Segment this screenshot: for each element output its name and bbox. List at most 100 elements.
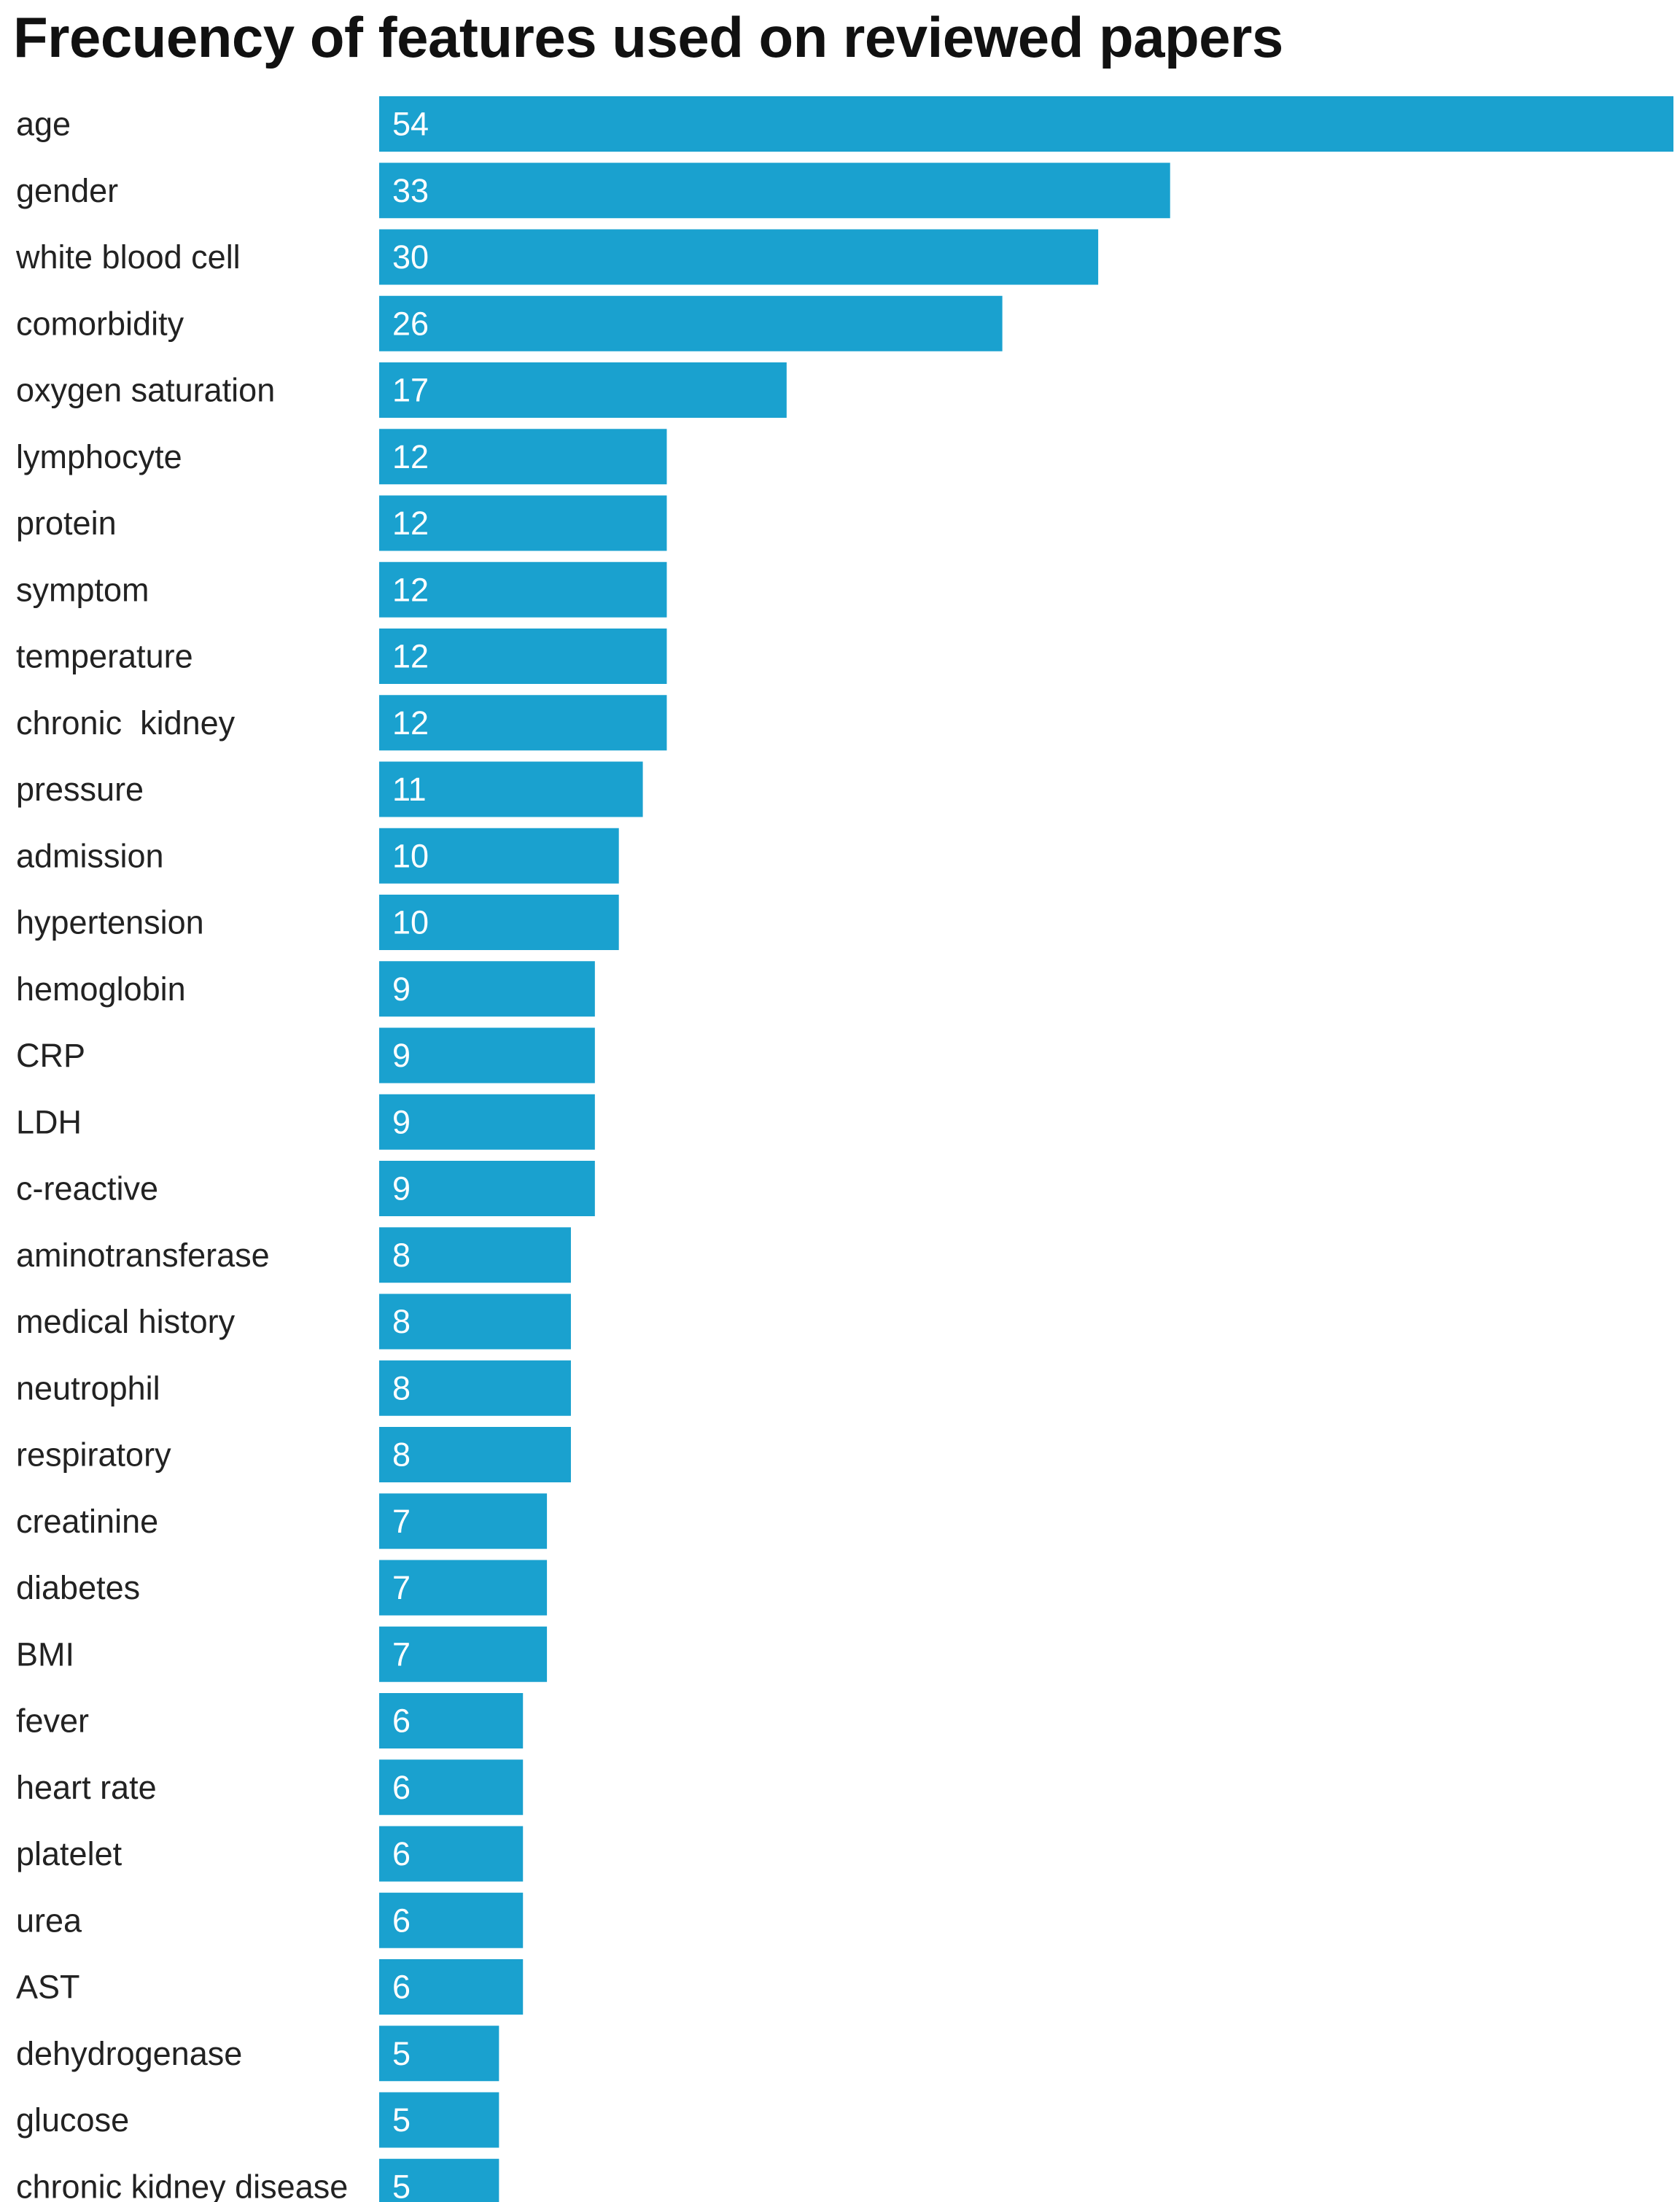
category-label: lymphocyte <box>16 438 182 475</box>
category-label: medical history <box>16 1303 236 1340</box>
value-label: 12 <box>392 638 429 675</box>
category-label: temperature <box>16 638 193 675</box>
value-label: 6 <box>392 1769 411 1806</box>
value-label: 7 <box>392 1569 411 1606</box>
bars <box>379 96 1673 2202</box>
category-label: chronic kidney <box>16 704 236 742</box>
category-label: AST <box>16 1969 80 2006</box>
value-label: 5 <box>392 2168 411 2202</box>
category-label: heart rate <box>16 1769 157 1806</box>
value-label: 12 <box>392 438 429 475</box>
bar <box>379 1027 595 1084</box>
value-label: 8 <box>392 1303 411 1340</box>
value-label: 6 <box>392 1835 411 1872</box>
category-label: aminotransferase <box>16 1237 270 1274</box>
category-label: neutrophil <box>16 1369 160 1407</box>
bar <box>379 362 787 418</box>
bar <box>379 1626 548 1682</box>
bar <box>379 1360 571 1416</box>
value-label: 7 <box>392 1503 411 1540</box>
value-label: 6 <box>392 1703 411 1740</box>
bar <box>379 1759 524 1816</box>
category-label: oxygen saturation <box>16 372 275 409</box>
category-label: fever <box>16 1703 89 1740</box>
value-label: 11 <box>392 771 427 808</box>
bar <box>379 295 1003 351</box>
bar <box>379 1293 571 1350</box>
value-labels: 54 33 30 26 17 12 12 12 12 12 11 10 10 9 9 9 9 8 8 8 8 7 7 7 6 6 6… <box>392 106 429 2202</box>
value-label: 5 <box>392 2035 411 2072</box>
value-label: 30 <box>392 238 429 276</box>
bar <box>379 961 595 1017</box>
bar <box>379 1493 548 1549</box>
value-label: 26 <box>392 305 429 342</box>
bar <box>379 2158 499 2202</box>
category-label: white blood cell <box>15 238 241 276</box>
category-label: respiratory <box>16 1436 171 1474</box>
value-label: 8 <box>392 1369 411 1407</box>
bar <box>379 229 1099 285</box>
chart-title: Frecuency of features used on reviewed p… <box>13 5 1283 69</box>
value-label: 7 <box>392 1635 411 1673</box>
bar <box>379 1959 524 2015</box>
bar <box>379 1693 524 1748</box>
category-label: age <box>16 106 71 143</box>
value-label: 9 <box>392 1103 411 1140</box>
category-label: creatinine <box>16 1503 158 1540</box>
value-label: 12 <box>392 505 429 542</box>
bar <box>379 761 643 817</box>
category-label: CRP <box>16 1037 85 1074</box>
bar <box>379 561 667 618</box>
bar <box>379 495 667 551</box>
category-label: dehydrogenase <box>16 2035 242 2072</box>
bar <box>379 96 1673 152</box>
category-label: platelet <box>16 1835 122 1872</box>
category-label: protein <box>16 505 117 542</box>
value-label: 5 <box>392 2101 411 2139</box>
bar <box>379 828 619 884</box>
value-label: 10 <box>392 837 429 874</box>
value-label: 33 <box>392 172 429 209</box>
category-label: symptom <box>16 571 149 608</box>
bar <box>379 163 1170 219</box>
category-label: c-reactive <box>16 1170 158 1207</box>
value-label: 17 <box>392 372 429 409</box>
category-label: hemoglobin <box>16 970 186 1008</box>
category-label: LDH <box>16 1103 82 1140</box>
bar <box>379 1227 571 1283</box>
category-label: comorbidity <box>16 305 184 342</box>
value-label: 9 <box>392 1170 411 1207</box>
category-label: diabetes <box>16 1569 140 1606</box>
bar <box>379 895 619 950</box>
bar <box>379 1427 571 1482</box>
value-label: 12 <box>392 704 429 742</box>
value-label: 54 <box>392 106 429 143</box>
bar <box>379 629 667 684</box>
category-label: pressure <box>16 771 144 808</box>
value-label: 9 <box>392 1037 411 1074</box>
bar <box>379 2026 499 2082</box>
bar <box>379 2092 499 2148</box>
category-label: gender <box>16 172 118 209</box>
bar <box>379 1560 548 1616</box>
value-label: 6 <box>392 1969 411 2006</box>
category-label: BMI <box>16 1635 74 1673</box>
value-label: 12 <box>392 571 429 608</box>
value-label: 8 <box>392 1237 411 1274</box>
bar <box>379 1161 595 1216</box>
category-label: chronic kidney disease <box>16 2168 348 2202</box>
bar <box>379 695 667 751</box>
value-label: 9 <box>392 970 411 1008</box>
bar <box>379 1094 595 1150</box>
value-label: 6 <box>392 1902 411 1939</box>
value-label: 10 <box>392 904 429 941</box>
category-labels: age gender white blood cell comorbidity oxyg… <box>15 106 348 2202</box>
bar <box>379 429 667 485</box>
bar <box>379 1826 524 1882</box>
category-label: admission <box>16 837 164 874</box>
category-label: urea <box>16 1902 82 1939</box>
category-label: glucose <box>16 2101 129 2139</box>
category-label: hypertension <box>16 904 204 941</box>
value-label: 8 <box>392 1436 411 1474</box>
